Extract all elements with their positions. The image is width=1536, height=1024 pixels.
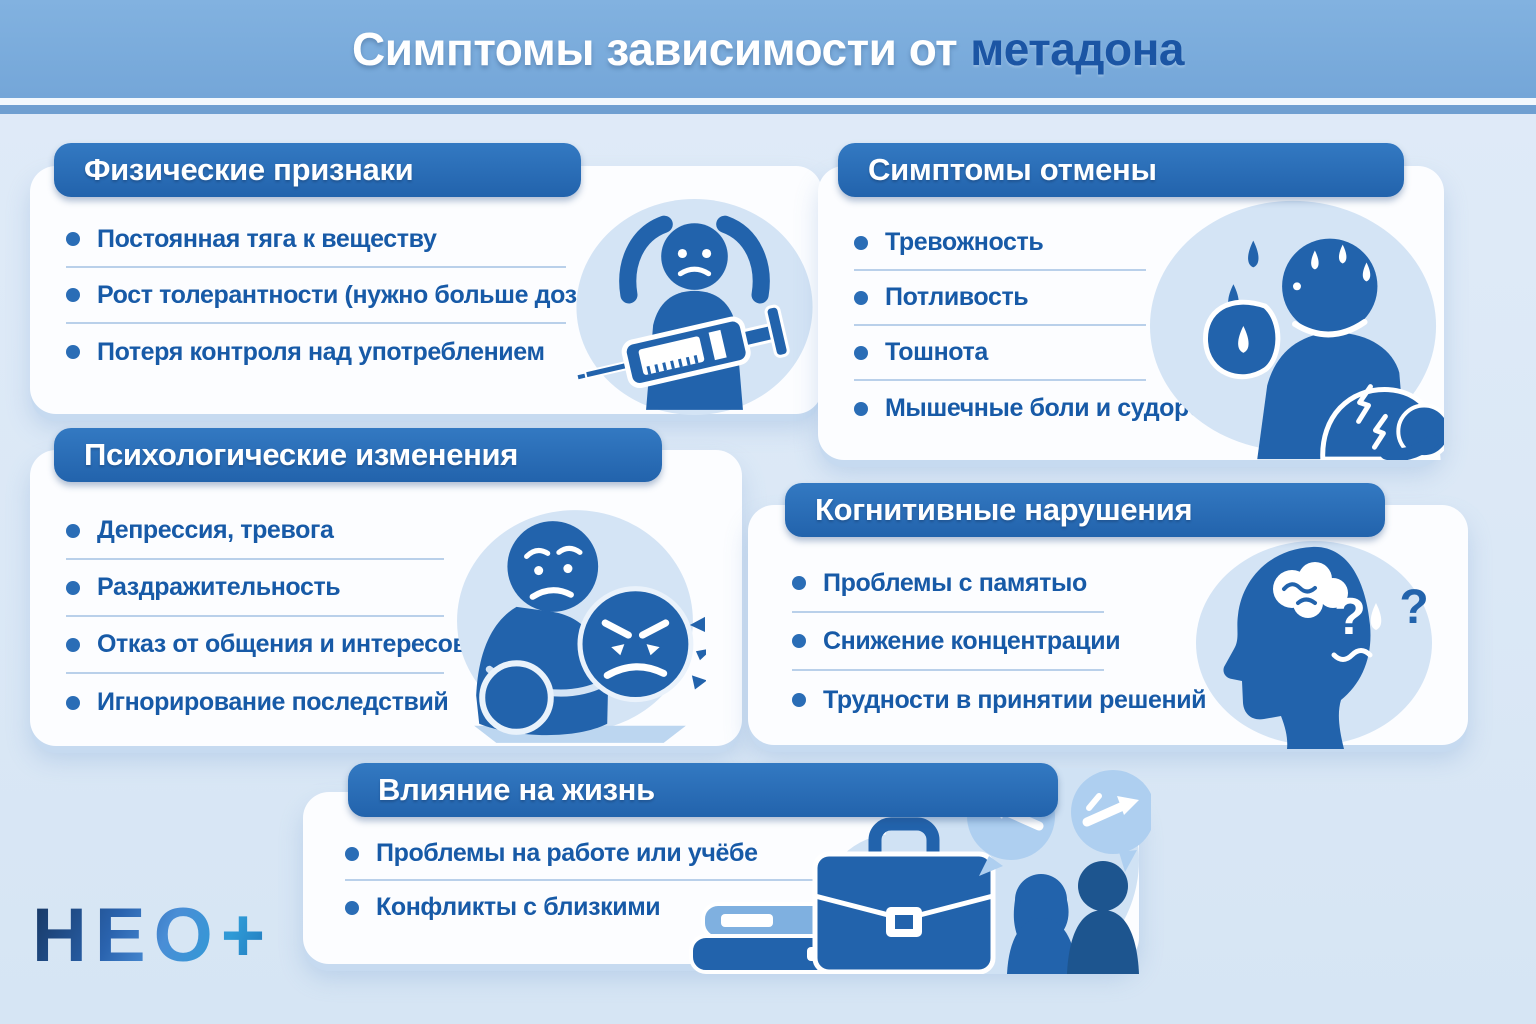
header-bar: Симптомы зависимости от метадона (0, 0, 1536, 98)
card-cognitive-impairments-header: Когнитивные нарушения (785, 483, 1385, 537)
page-title: Симптомы зависимости от метадона (0, 0, 1536, 98)
title-accent: метадона (970, 23, 1184, 75)
list-item: Игнорирование последствий (66, 674, 449, 731)
work-conflict-illustration (689, 768, 1151, 974)
card-title: Физические признаки (84, 152, 414, 187)
symptom-label: Трудности в принятии решений (823, 685, 1207, 714)
symptom-label: Игнорирование последствий (97, 688, 449, 716)
sad-and-angry-faces-illustration (457, 510, 706, 743)
symptom-label: Отказ от общения и интересов (97, 630, 468, 658)
symptom-label: Потеря контроля над употреблением (97, 337, 545, 366)
list-item: Снижение концентрации (792, 613, 1121, 671)
bullet-dot (66, 695, 80, 710)
psychological-changes-list: Депрессия, тревога Раздражительность Отк… (66, 503, 468, 731)
symptom-label: Проблемы с памятыо (823, 568, 1087, 597)
card-cognitive-impairments: Проблемы с памятыо Снижение концентрации… (748, 505, 1468, 749)
angry-face-icon (577, 586, 694, 703)
bullet-dot (792, 693, 806, 707)
bullet-dot (792, 576, 806, 590)
symptom-label: Рост толерантности (нужно больше дозы) (97, 280, 606, 309)
life-impact-list: Проблемы на работе или учёбе Конфликты с… (345, 828, 872, 934)
bullet-dot (66, 288, 80, 302)
sweating-person-illustration (1149, 200, 1444, 460)
symptom-label: Постоянная тяга к веществу (97, 224, 437, 253)
card-title: Психологические изменения (84, 437, 519, 472)
question-mark-blue: ? (1399, 581, 1428, 634)
list-item: Постоянная тяга к веществу (66, 212, 566, 268)
card-physical-signs: Постоянная тяга к веществу Рост толерант… (30, 166, 822, 415)
cognitive-impairments-list: Проблемы с памятыо Снижение концентрации… (792, 555, 1207, 729)
symptom-label: Проблемы на работе или учёбе (376, 839, 758, 867)
card-title: Симптомы отмены (868, 152, 1157, 187)
symptom-label: Мышечные боли и судороги (885, 394, 1229, 422)
bullet-dot (66, 345, 80, 359)
card-title: Влияние на жизнь (378, 772, 655, 807)
list-item: Отказ от общения и интересов (66, 617, 468, 674)
bullet-dot (854, 290, 868, 305)
list-item: Тревожность (854, 216, 1146, 271)
list-item: Тошнота (854, 326, 1146, 381)
list-item: Рост толерантности (нужно больше дозы) (66, 268, 606, 324)
card-life-impact: Проблемы на работе или учёбе Конфликты с… (303, 768, 1151, 974)
bullet-dot (345, 900, 359, 915)
list-item: Потливость (854, 271, 1146, 326)
symptom-label: Тошнота (885, 338, 988, 366)
bullet-dot (66, 637, 80, 652)
list-item: Раздражительность (66, 560, 444, 617)
bullet-dot (854, 345, 868, 360)
bullet-dot (66, 580, 80, 595)
card-psychological-changes: Депрессия, тревога Раздражительность Отк… (30, 450, 742, 746)
physical-signs-list: Постоянная тяга к веществу Рост толерант… (66, 212, 606, 380)
card-withdrawal-symptoms-header: Симптомы отмены (838, 143, 1404, 197)
list-item: Депрессия, тревога (66, 503, 444, 560)
bullet-dot (792, 634, 806, 648)
neo-plus-logo: НЕО+ (32, 892, 273, 979)
stressed-person-syringe-illustration (576, 199, 813, 415)
card-life-impact-header: Влияние на жизнь (348, 763, 1058, 817)
symptom-label: Депрессия, тревога (97, 516, 334, 544)
list-item: Проблемы с памятыо (792, 555, 1104, 613)
head-brain-question-illustration: ? ? (1196, 541, 1432, 749)
speech-bubble-right (1071, 770, 1151, 872)
list-item: Мышечные боли и судороги (854, 381, 1229, 436)
list-item: Проблемы на работе или учёбе (345, 828, 872, 881)
bullet-dot (345, 846, 359, 861)
bullet-dot (854, 401, 868, 416)
arguing-people-icon (1007, 861, 1139, 974)
symptom-label: Потливость (885, 283, 1029, 311)
card-withdrawal-symptoms: Тревожность Потливость Тошнота Мышечные … (818, 166, 1444, 460)
question-mark-white: ? (1334, 588, 1366, 646)
bullet-dot (66, 523, 80, 538)
logo-text: НЕО+ (32, 893, 274, 978)
briefcase-icon (812, 817, 996, 974)
list-item: Трудности в принятии решений (792, 671, 1207, 729)
symptom-label: Тревожность (885, 228, 1044, 256)
title-main: Симптомы зависимости от (352, 23, 958, 75)
header-divider-stripe-white (0, 98, 1536, 105)
list-item: Конфликты с близкими (345, 881, 872, 934)
pain-bent-figure (1320, 384, 1444, 460)
symptom-label: Конфликты с близкими (376, 893, 661, 921)
card-title: Когнитивные нарушения (815, 492, 1193, 527)
symptom-label: Снижение концентрации (823, 626, 1121, 655)
list-item: Потеря контроля над употреблением (66, 324, 566, 380)
bullet-dot (66, 232, 80, 246)
card-psychological-changes-header: Психологические изменения (54, 428, 662, 482)
header-divider-stripe-blue (0, 105, 1536, 114)
symptom-label: Раздражительность (97, 573, 341, 601)
withdrawal-symptoms-list: Тревожность Потливость Тошнота Мышечные … (854, 216, 1229, 436)
card-physical-signs-header: Физические признаки (54, 143, 581, 197)
syringe-icon (577, 304, 790, 389)
bullet-dot (854, 235, 868, 250)
